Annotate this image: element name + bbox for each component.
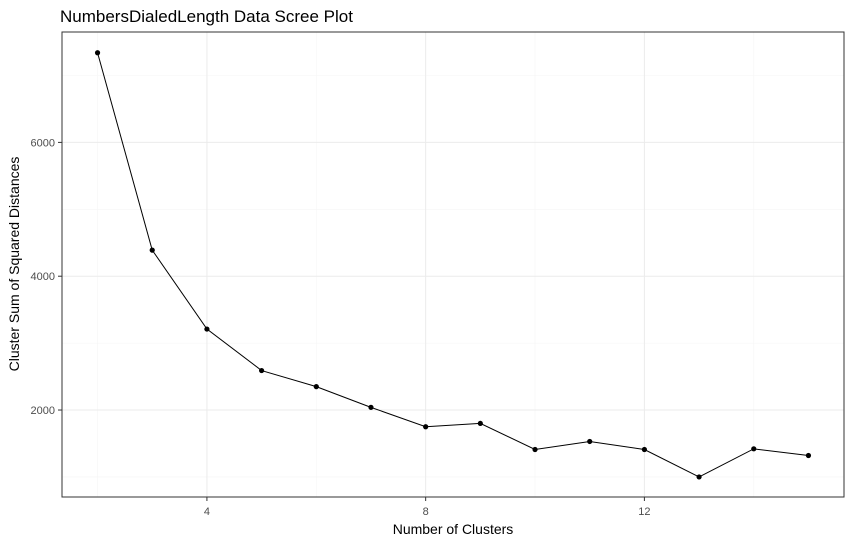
major-gridlines [62, 32, 844, 497]
y-axis: 2000 4000 6000 [31, 137, 62, 417]
data-point [94, 50, 101, 56]
minor-gridlines [62, 32, 844, 497]
data-point [751, 446, 757, 452]
data-point [368, 404, 374, 410]
data-point [149, 247, 155, 253]
data-point [259, 367, 265, 374]
plot-panel-border [61, 31, 845, 498]
y-tick-label: 2000 [31, 405, 55, 417]
x-tick-label: 8 [423, 506, 429, 518]
x-axis-title: Number of Clusters [393, 521, 514, 537]
x-tick-label: 12 [638, 506, 650, 518]
data-point [423, 424, 429, 430]
data-point [477, 420, 483, 427]
series-line [97, 52, 809, 478]
data-point [641, 446, 647, 453]
chart-title: NumbersDialedLength Data Scree Plot [60, 7, 353, 26]
x-tick-label: 4 [204, 506, 210, 518]
y-tick-label: 4000 [31, 271, 55, 283]
data-point [587, 438, 593, 445]
series-layer [94, 50, 812, 480]
data-point [805, 452, 812, 459]
data-point [696, 474, 702, 480]
data-point [532, 446, 538, 453]
data-point [204, 326, 210, 332]
data-point [313, 384, 319, 390]
y-tick-label: 6000 [31, 137, 55, 149]
y-axis-title: Cluster Sum of Squared Distances [6, 157, 22, 372]
x-axis: 4 8 12 [204, 497, 651, 518]
